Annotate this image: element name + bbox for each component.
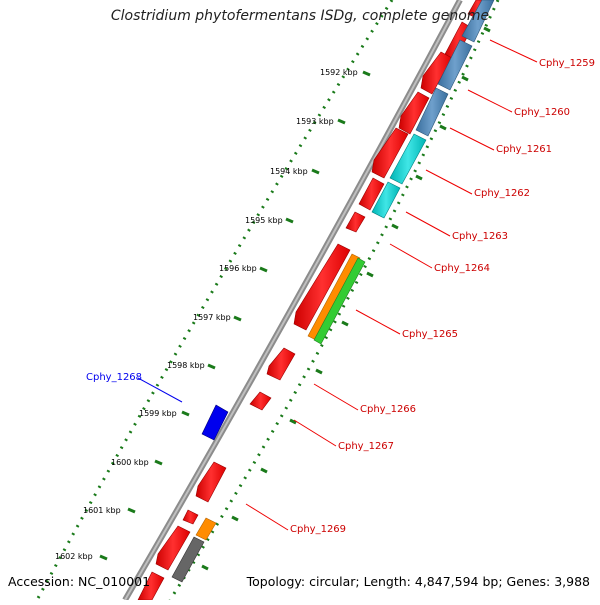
- gene-arrow[interactable]: [398, 91, 430, 135]
- accession-text: Accession: NC_010001: [8, 574, 151, 589]
- ruler-label: 1594 kbp: [270, 167, 308, 176]
- gene-arrow[interactable]: [358, 177, 385, 211]
- ruler-label: 1598 kbp: [167, 361, 205, 370]
- ruler-label: 1601 kbp: [83, 506, 121, 515]
- gene-label[interactable]: Cphy_1262: [474, 188, 530, 199]
- map-title: Clostridium phytofermentans ISDg, comple…: [110, 8, 490, 24]
- gene-arrow[interactable]: [420, 51, 453, 95]
- gene-arrow-cphy-1268[interactable]: [201, 404, 229, 441]
- gene-label[interactable]: Cphy_1268: [86, 372, 142, 383]
- gene-arrow[interactable]: [155, 525, 191, 571]
- gene-arrow[interactable]: [266, 347, 296, 381]
- ruler-label: 1602 kbp: [55, 552, 93, 561]
- backbone-arc: [122, 0, 463, 602]
- gene-label[interactable]: Cphy_1264: [434, 263, 490, 274]
- cog-block: [437, 39, 473, 91]
- cog-block: [171, 536, 205, 583]
- gene-label[interactable]: Cphy_1267: [338, 441, 394, 452]
- cog-block: [195, 517, 217, 541]
- ruler-arc: [35, 0, 394, 601]
- gene-label[interactable]: Cphy_1266: [360, 404, 416, 415]
- cog-block: [461, 0, 495, 43]
- gene-arrow[interactable]: [345, 211, 366, 233]
- cog-block: [371, 181, 401, 219]
- gene-label[interactable]: Cphy_1269: [290, 524, 346, 535]
- ruler-ticks: [99, 70, 371, 561]
- gene-label[interactable]: Cphy_1263: [452, 231, 508, 242]
- cog-block: [313, 257, 366, 345]
- gene-label[interactable]: Cphy_1265: [402, 329, 458, 340]
- gene-arrow[interactable]: [293, 243, 351, 331]
- ruler-label: 1599 kbp: [139, 409, 177, 418]
- gene-arrow[interactable]: [371, 127, 409, 179]
- gene-label[interactable]: Cphy_1261: [496, 144, 552, 155]
- gene-arrow[interactable]: [195, 461, 227, 503]
- ruler-label: 1597 kbp: [193, 313, 231, 322]
- topology-text: Topology: circular; Length: 4,847,594 bp…: [246, 574, 590, 589]
- gene-label[interactable]: Cphy_1260: [514, 107, 570, 118]
- ruler-label: 1595 kbp: [245, 216, 283, 225]
- gene-arrow[interactable]: [249, 391, 272, 411]
- gene-label[interactable]: Cphy_1259: [539, 58, 595, 69]
- ruler-label: 1600 kbp: [111, 458, 149, 467]
- ruler-label: 1593 kbp: [296, 117, 334, 126]
- ruler-label: 1596 kbp: [219, 264, 257, 273]
- gene-arrow[interactable]: [182, 509, 199, 525]
- cog-block: [389, 133, 427, 185]
- ruler-label: 1592 kbp: [320, 68, 358, 77]
- cog-block: [415, 87, 449, 137]
